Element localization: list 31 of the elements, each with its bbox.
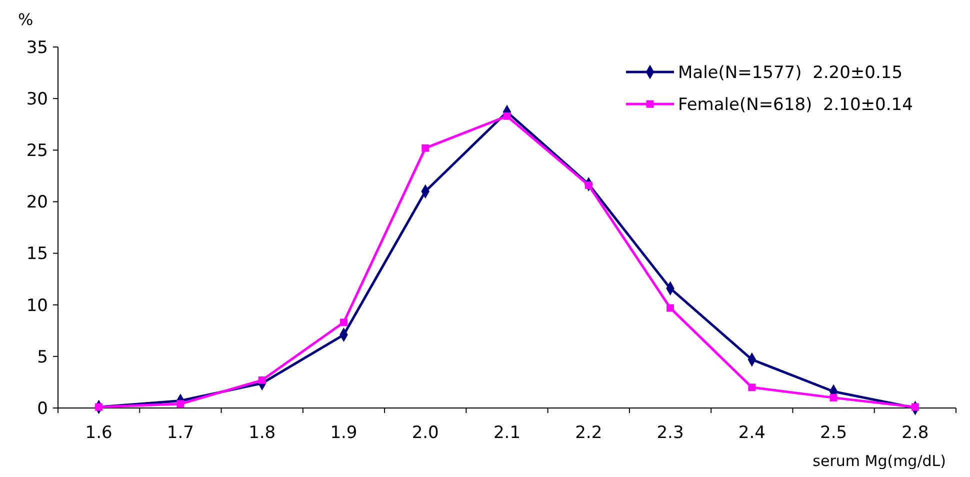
point	[666, 304, 674, 312]
x-tick-label: 1.7	[166, 423, 194, 443]
x-tick-label: 2.4	[738, 423, 766, 443]
y-tick-label: 35	[26, 38, 48, 58]
y-tick-label: 5	[37, 347, 48, 368]
point	[340, 318, 348, 326]
point	[422, 144, 430, 152]
y-axis-title: %	[18, 10, 34, 29]
x-tick-label: 2.3	[656, 423, 684, 443]
x-tick-label: 2.8	[902, 423, 929, 443]
point	[748, 384, 756, 392]
y-tick-label: 10	[26, 296, 48, 316]
x-tick-label: 2.1	[493, 423, 521, 443]
y-tick-label: 15	[26, 244, 48, 264]
y-tick-label: 25	[26, 141, 48, 162]
x-axis-title: serum Mg(mg/dL)	[812, 452, 946, 470]
legend-label: Male(N=1577) 2.20±0.15	[678, 62, 903, 83]
point	[95, 403, 103, 411]
y-tick-label: 0	[37, 398, 48, 419]
y-tick-label: 20	[26, 192, 48, 213]
y-tick-label: 30	[26, 90, 48, 110]
x-tick-label: 1.6	[85, 423, 112, 443]
x-tick-label: 2.0	[412, 423, 439, 443]
x-tick-label: 1.9	[330, 423, 358, 443]
point	[503, 112, 511, 120]
point	[176, 400, 184, 408]
legend-label: Female(N=618) 2.10±0.14	[678, 94, 913, 115]
x-tick-label: 2.2	[575, 423, 602, 443]
point	[830, 394, 838, 402]
x-tick-label: 2.5	[820, 423, 848, 443]
x-tick-label: 1.8	[248, 423, 276, 443]
